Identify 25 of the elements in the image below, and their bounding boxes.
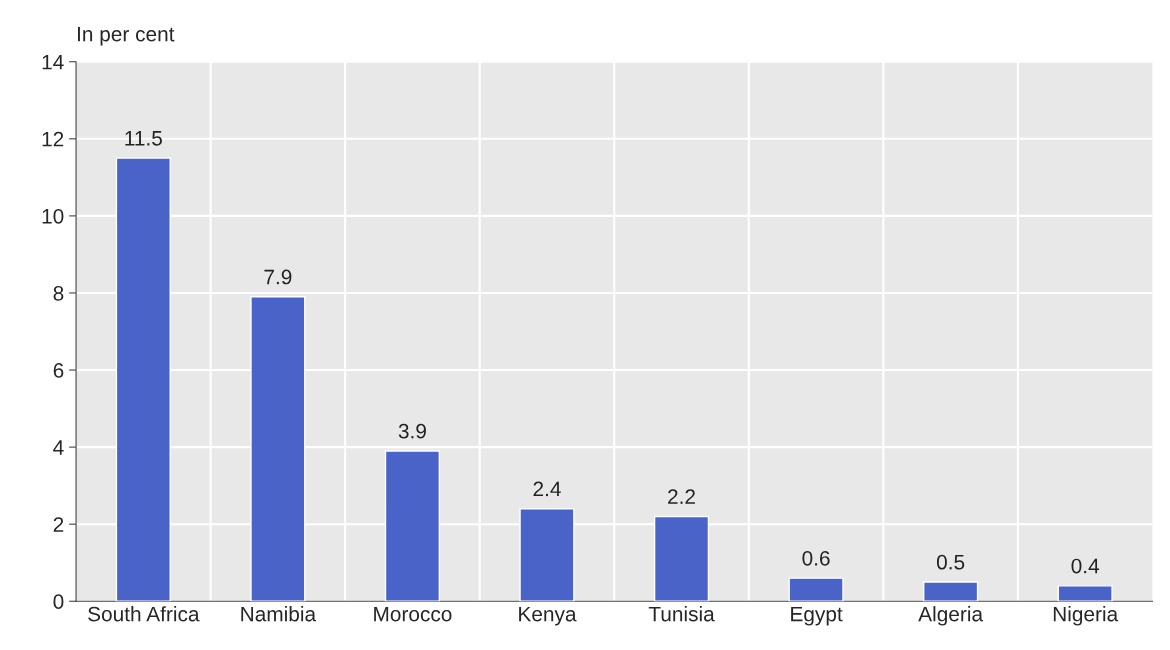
y-tick-label: 2 — [53, 517, 64, 532]
data-label: 0.4 — [1071, 558, 1100, 574]
x-tick-label: Egypt — [791, 606, 843, 626]
x-tick-label: Nigeria — [1053, 606, 1119, 626]
y-tick-label: 10 — [42, 208, 64, 224]
y-tick-label: 12 — [42, 131, 64, 147]
data-label: 7.9 — [264, 269, 292, 285]
x-tick-label: Tunisia — [648, 606, 715, 622]
y-tick-label: 8 — [53, 285, 64, 301]
x-tick-label: South Africa — [88, 606, 200, 622]
data-label: 11.5 — [125, 131, 162, 146]
data-label: 0.5 — [936, 554, 965, 570]
y-tick-label: 0 — [53, 594, 64, 609]
data-label: 3.9 — [398, 423, 426, 439]
data-label: 0.6 — [802, 550, 830, 566]
y-tick-label: 4 — [53, 440, 64, 455]
y-tick-label: 14 — [42, 54, 64, 70]
x-tick-label: Algeria — [918, 606, 984, 626]
data-label: 2.4 — [533, 481, 561, 497]
x-tick-label: Morocco — [374, 606, 452, 622]
y-axis-title: In per cent — [77, 26, 175, 46]
x-tick-label: Kenya — [519, 606, 577, 626]
y-tick-label: 6 — [53, 363, 64, 378]
x-tick-label: Namibia — [241, 606, 317, 622]
data-label: 2.2 — [668, 489, 695, 504]
